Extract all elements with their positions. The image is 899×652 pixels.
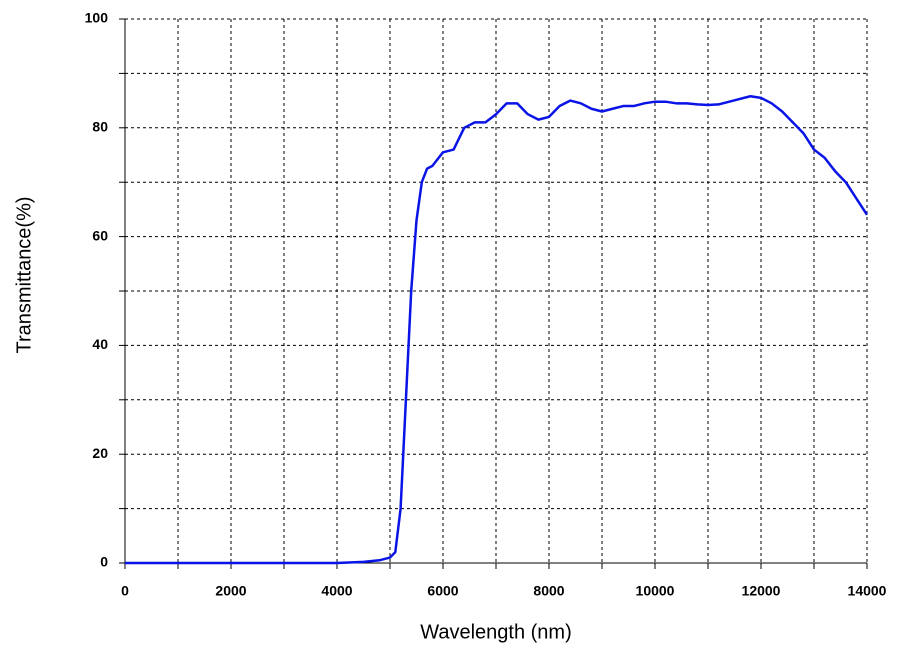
x-tick-label: 6000 — [427, 583, 458, 599]
y-tick-label: 0 — [100, 554, 108, 570]
x-tick-label: 10000 — [636, 583, 675, 599]
x-tick-label: 12000 — [742, 583, 781, 599]
x-axis-title: Wavelength (nm) — [420, 621, 572, 643]
y-tick-label: 80 — [92, 119, 108, 135]
data-line — [125, 94, 869, 565]
x-tick-label: 0 — [121, 583, 129, 599]
y-tick-label: 20 — [92, 445, 108, 461]
y-tick-label: 100 — [85, 10, 109, 26]
x-tick-label: 8000 — [533, 583, 564, 599]
x-tick-label: 4000 — [321, 583, 352, 599]
y-axis-title: Transmittance(%) — [13, 196, 35, 353]
x-tick-label: 14000 — [848, 583, 887, 599]
x-tick-label: 2000 — [215, 583, 246, 599]
y-tick-label: 60 — [92, 227, 108, 243]
y-tick-label: 40 — [92, 336, 108, 352]
